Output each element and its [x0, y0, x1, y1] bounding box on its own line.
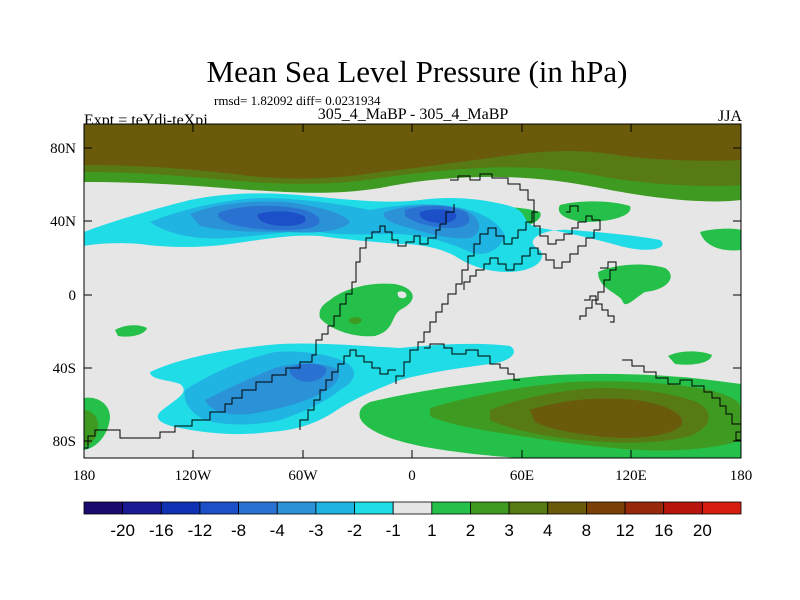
lon-label-180w: 180	[73, 468, 96, 484]
colorbar-label: -2	[347, 521, 362, 540]
coastline-africa	[395, 211, 538, 384]
map-field	[84, 124, 741, 458]
colorbar-swatch	[663, 501, 703, 515]
season-label: JJA	[717, 108, 742, 125]
colorbar-label: -4	[270, 521, 285, 540]
coastline-southeast-asia	[584, 295, 615, 323]
equator-gap	[397, 291, 407, 299]
lat-tick-80s: 80S	[53, 434, 741, 450]
south-brown-core	[530, 398, 683, 438]
lon-label-180e: 180	[730, 468, 753, 484]
plot-title: Mean Sea Level Pressure (in hPa)	[206, 54, 628, 89]
equator-dark-green-dot	[348, 317, 362, 325]
colorbar-label: 20	[693, 521, 712, 540]
lon-tick-0: 0	[408, 124, 416, 484]
lon-tick-120e: 120E	[615, 124, 647, 484]
coastline-antarctica-east	[735, 431, 741, 441]
lat-label-40n: 40N	[50, 214, 76, 230]
colorbar-label: 4	[543, 521, 552, 540]
comparison-label: 305_4_MaBP - 305_4_MaBP	[317, 106, 509, 123]
north-brown-band	[84, 124, 741, 179]
longitude-axis: 180 120W 60W 0 60E 120E 180	[73, 124, 753, 484]
northeast-green-patch	[598, 264, 671, 305]
colorbar-swatch	[238, 501, 278, 515]
coastline-greenland	[566, 205, 579, 213]
lon-tick-60e: 60E	[510, 124, 534, 484]
colorbar-label: 12	[616, 521, 635, 540]
north-green-patch-b	[558, 201, 631, 222]
lat-tick-40n: 40N	[50, 214, 741, 230]
lon-label-60w: 60W	[288, 468, 318, 484]
colorbar-label: 16	[654, 521, 673, 540]
colorbar-swatch	[624, 501, 665, 515]
colorbar-swatch	[508, 501, 549, 515]
colorbar-label: 8	[582, 521, 591, 540]
colorbar-swatch	[547, 501, 587, 515]
colorbar-swatch	[199, 501, 239, 515]
colorbar-label: 3	[504, 521, 513, 540]
lat-tick-0: 0	[69, 288, 741, 304]
lat-label-80n: 80N	[50, 141, 76, 157]
lon-tick-120w: 120W	[175, 124, 213, 484]
colorbar-swatch	[701, 501, 742, 515]
colorbar-swatch	[392, 501, 433, 515]
north-low-dark-blue	[257, 209, 457, 226]
colorbar-swatch	[83, 501, 124, 515]
colorbar: -20 -16 -12 -8 -4 -3 -2 -1 1 2 3 4 8 12 16 20	[83, 501, 742, 540]
colorbar-label: -12	[188, 521, 213, 540]
coastline-north-america	[84, 204, 455, 449]
coastlines	[84, 173, 741, 449]
lon-label-0: 0	[408, 468, 416, 484]
coastline-australia-southern	[622, 359, 741, 425]
equator-green-patch	[319, 283, 413, 337]
colorbar-swatch	[431, 501, 471, 515]
north-green-patch-c	[700, 228, 741, 251]
coastline-southern-africa	[424, 343, 520, 381]
colorbar-label: -1	[386, 521, 401, 540]
colorbar-swatch	[354, 501, 394, 515]
lat-label-0: 0	[69, 288, 77, 304]
colorbar-swatch	[315, 501, 355, 515]
colorbar-swatch	[276, 501, 317, 515]
lat-tick-80n: 80N	[50, 141, 741, 157]
lat-label-80s: 80S	[53, 434, 76, 450]
lon-tick-180w: 180	[73, 450, 96, 484]
west-green-patch	[115, 325, 147, 337]
colorbar-label: -3	[308, 521, 323, 540]
colorbar-swatch	[586, 501, 626, 515]
colorbar-label: 2	[466, 521, 475, 540]
colorbar-label: -16	[149, 521, 174, 540]
stats-label: rmsd= 1.82092 diff= 0.0231934	[214, 93, 381, 108]
coastline-south-america	[299, 349, 396, 430]
colorbar-label: -8	[231, 521, 246, 540]
coastline-eurasia	[450, 173, 601, 290]
colorbar-swatch	[470, 501, 510, 515]
lon-label-120e: 120E	[615, 468, 647, 484]
colorbar-label: -20	[110, 521, 135, 540]
coastline-east-asia	[579, 261, 617, 320]
lon-tick-180e: 180	[730, 450, 753, 484]
colorbar-swatch	[160, 501, 201, 515]
lat-tick-40s: 40S	[53, 361, 741, 377]
colorbar-swatch	[122, 501, 162, 515]
colorbar-label: 1	[427, 521, 436, 540]
lon-tick-60w: 60W	[288, 124, 318, 484]
lat-label-40s: 40S	[53, 361, 76, 377]
east-green-patch	[668, 351, 712, 365]
latitude-axis: 80N 40N 0 40S 80S	[50, 141, 741, 450]
lon-label-60e: 60E	[510, 468, 534, 484]
lon-label-120w: 120W	[175, 468, 213, 484]
